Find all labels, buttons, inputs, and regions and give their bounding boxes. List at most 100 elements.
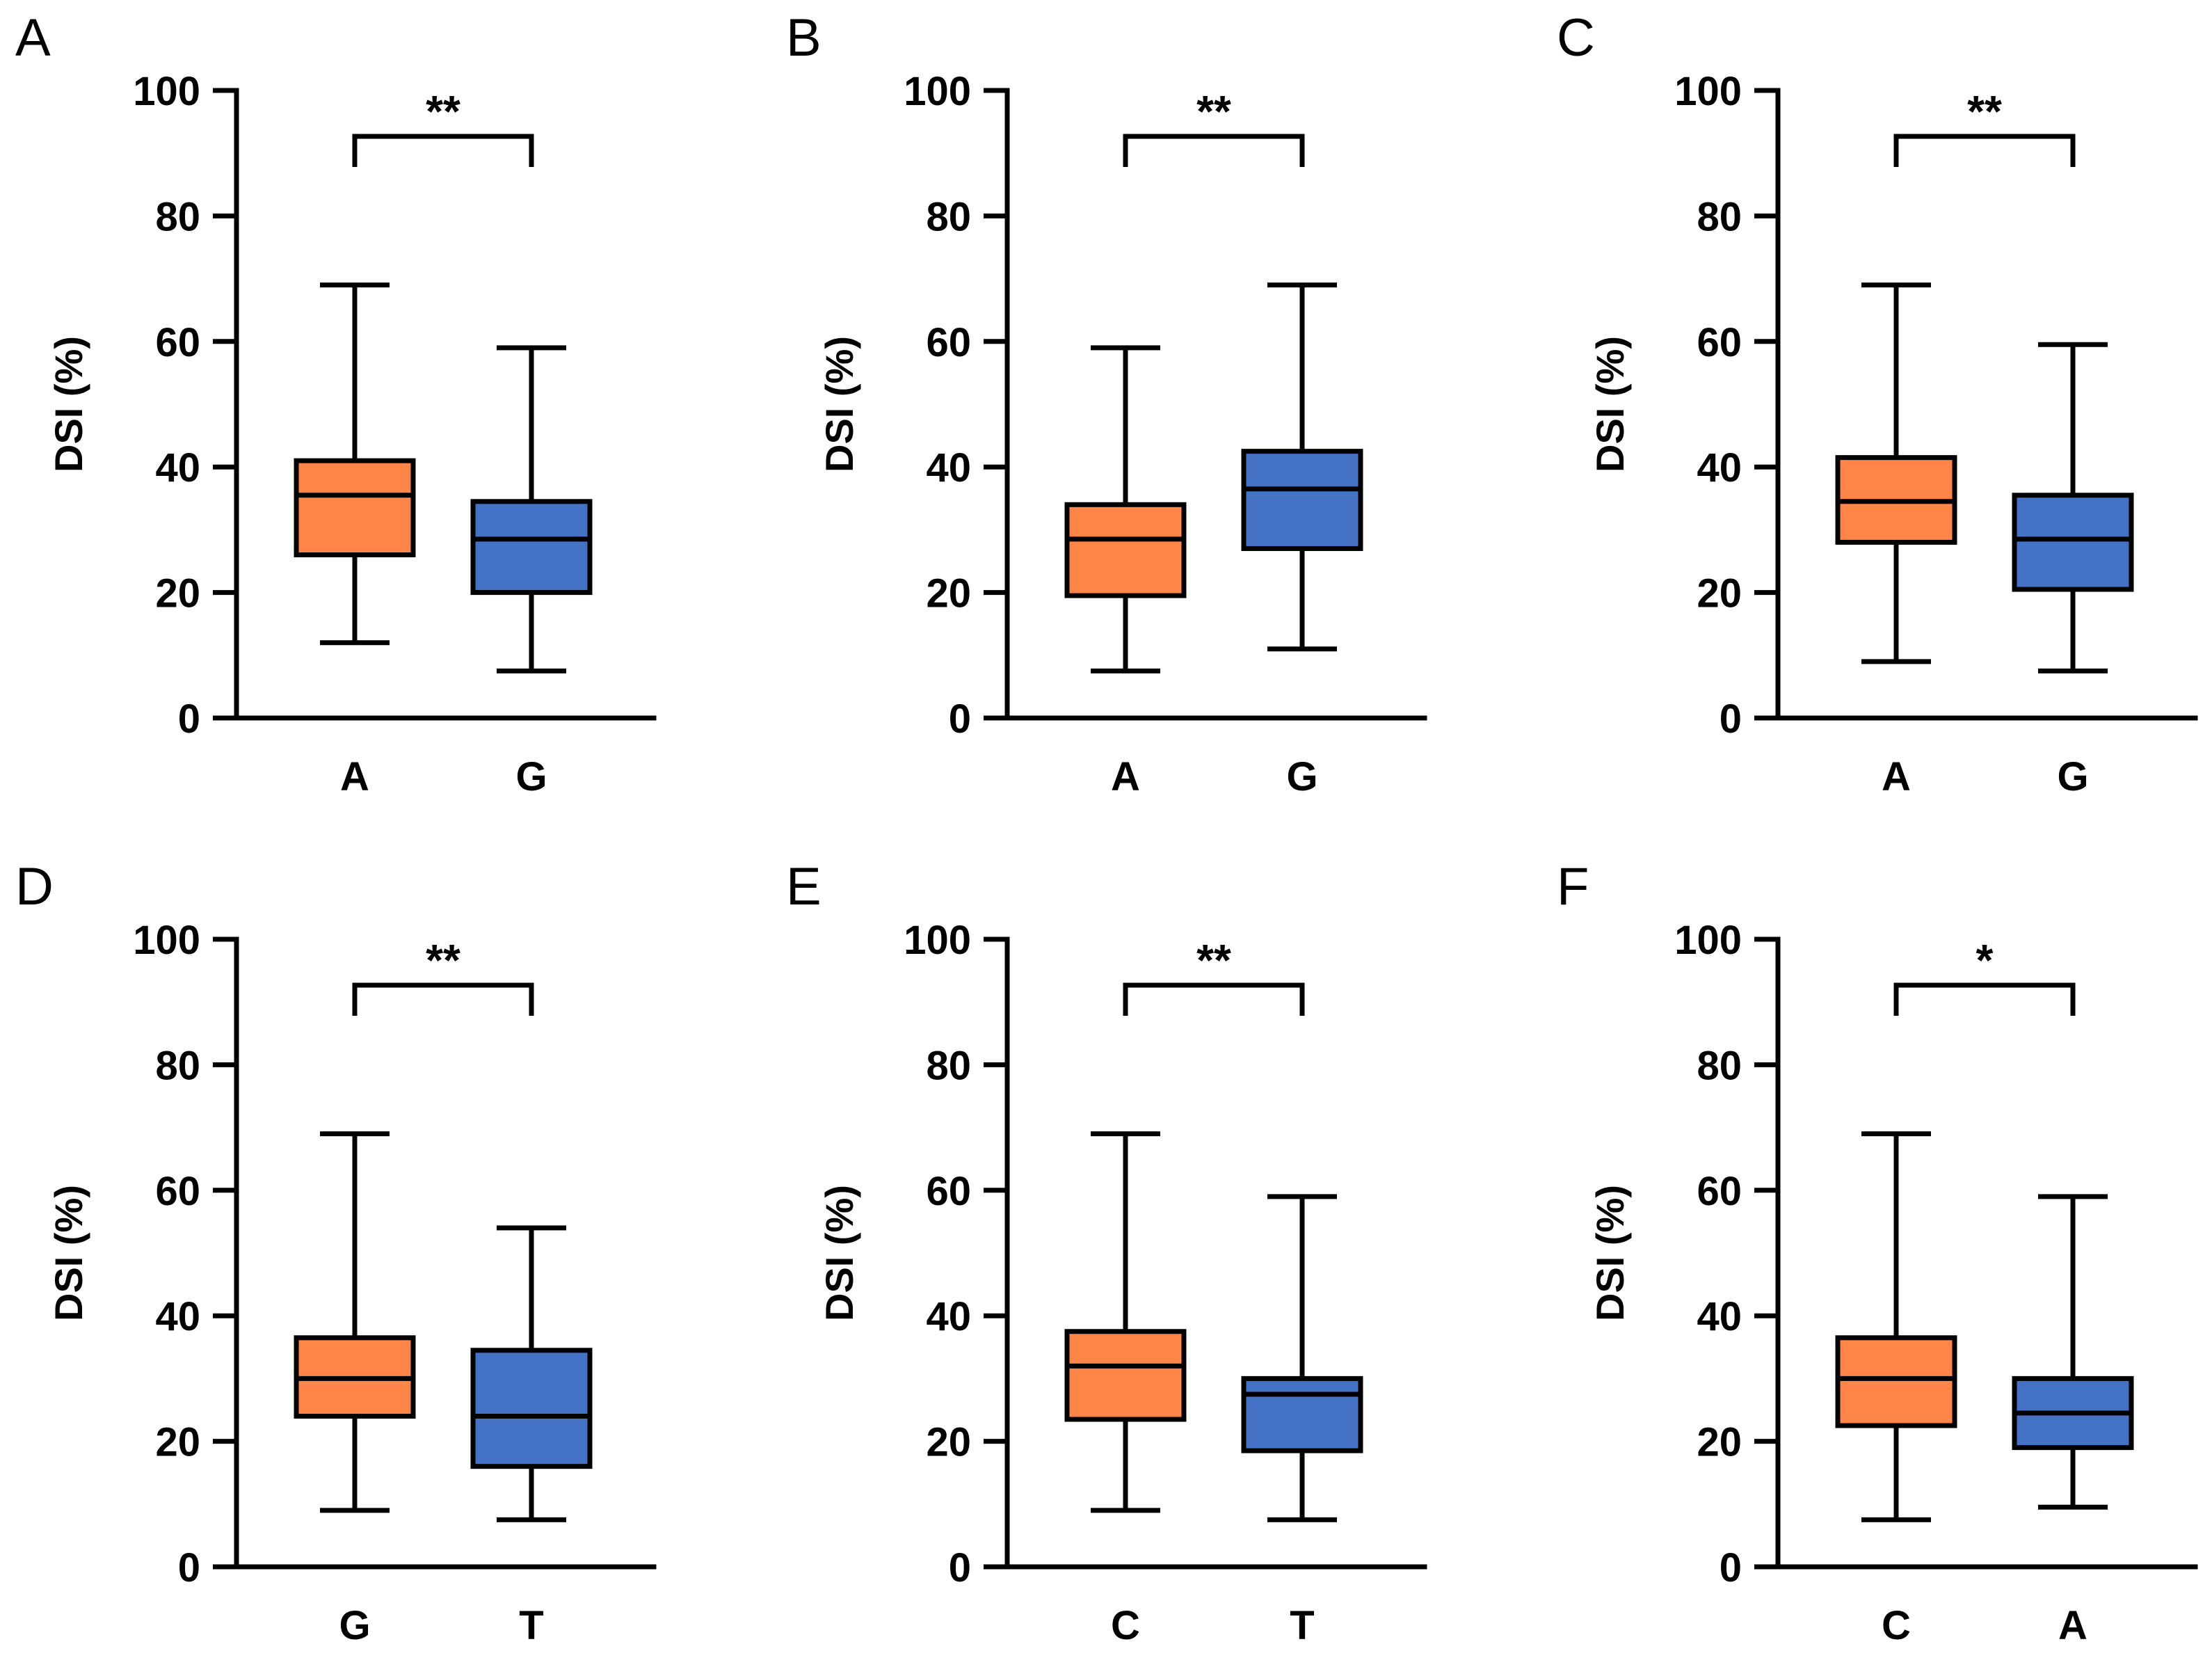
x-category-label: A	[340, 754, 369, 799]
y-axis-label: DSI (%)	[47, 1185, 90, 1321]
y-tick-label: 60	[1697, 1169, 1742, 1214]
y-tick-label: 40	[1697, 1294, 1742, 1339]
box-iqr	[470, 1348, 593, 1469]
y-tick-label: 40	[926, 1294, 971, 1339]
y-tick-label: 20	[155, 571, 200, 616]
panel-a: A DSI (%) 0 20 40 60 80 100 A G **	[15, 8, 657, 799]
y-tick-label: 80	[155, 194, 200, 239]
x-category-label: C	[1111, 1603, 1140, 1648]
box-a	[294, 282, 416, 646]
box-a	[2012, 1194, 2134, 1510]
panel-e: E DSI (%) 0 20 40 60 80 100 C T **	[786, 857, 1427, 1648]
y-tick-label: 80	[1697, 194, 1742, 239]
y-tick-label: 100	[1674, 69, 1742, 114]
y-tick-label: 0	[1720, 1545, 1742, 1590]
x-category-label: A	[1882, 754, 1911, 799]
y-axis-label: DSI (%)	[1588, 336, 1632, 472]
x-category-label: A	[1111, 754, 1140, 799]
significance-label: *	[1976, 935, 1994, 985]
y-axis-label: DSI (%)	[47, 336, 90, 472]
box-t	[470, 1225, 593, 1522]
panel-c: C DSI (%) 0 20 40 60 80 100 A G **	[1557, 8, 2198, 799]
significance-label: **	[1196, 935, 1231, 985]
x-category-label: G	[515, 754, 547, 799]
y-tick-label: 60	[1697, 320, 1742, 365]
y-tick-label: 100	[133, 918, 200, 963]
box-iqr	[1064, 1329, 1187, 1422]
y-tick-label: 60	[926, 1169, 971, 1214]
y-tick-label: 60	[155, 1169, 200, 1214]
box-g	[294, 1131, 416, 1513]
box-iqr	[1241, 449, 1363, 551]
y-tick-label: 40	[155, 445, 200, 490]
panel-letter-d: D	[15, 857, 54, 916]
box-iqr	[294, 458, 416, 557]
y-tick-label: 40	[1697, 445, 1742, 490]
panel-d: D DSI (%) 0 20 40 60 80 100 G T **	[15, 857, 657, 1648]
y-tick-label: 0	[949, 1545, 971, 1590]
box-c	[1064, 1131, 1187, 1513]
y-tick-label: 100	[904, 918, 971, 963]
significance-bracket	[1123, 982, 1305, 1016]
x-category-label: T	[519, 1603, 543, 1648]
significance-label: **	[1967, 86, 2002, 136]
significance-bracket	[1893, 982, 2076, 1016]
box-g	[1241, 282, 1363, 652]
box-t	[1241, 1194, 1363, 1522]
y-tick-label: 100	[1674, 918, 1742, 963]
y-tick-label: 80	[155, 1043, 200, 1088]
significance-label: **	[1196, 86, 1231, 136]
panel-letter-e: E	[786, 857, 822, 916]
y-tick-label: 20	[155, 1420, 200, 1465]
x-category-label: A	[2058, 1603, 2087, 1648]
x-category-label: T	[1290, 1603, 1314, 1648]
box-iqr	[1835, 1335, 1957, 1428]
y-tick-label: 20	[1697, 571, 1742, 616]
y-tick-label: 60	[926, 320, 971, 365]
x-category-label: G	[1286, 754, 1317, 799]
y-tick-label: 0	[178, 1545, 200, 1590]
box-iqr	[470, 499, 593, 596]
y-axis-label: DSI (%)	[817, 1185, 861, 1321]
panel-b: B DSI (%) 0 20 40 60 80 100 A G **	[786, 8, 1427, 799]
y-tick-label: 80	[926, 1043, 971, 1088]
box-a	[1064, 345, 1187, 673]
y-tick-label: 80	[1697, 1043, 1742, 1088]
y-tick-label: 0	[178, 696, 200, 742]
y-tick-label: 20	[926, 1420, 971, 1465]
x-category-label: G	[339, 1603, 370, 1648]
y-tick-label: 0	[949, 696, 971, 742]
y-tick-label: 0	[1720, 696, 1742, 742]
significance-bracket	[1893, 134, 2076, 167]
x-category-label: C	[1882, 1603, 1911, 1648]
panel-letter-b: B	[786, 8, 822, 67]
y-axis-label: DSI (%)	[817, 336, 861, 472]
y-tick-label: 20	[926, 571, 971, 616]
panel-letter-f: F	[1557, 857, 1589, 916]
y-tick-label: 40	[926, 445, 971, 490]
y-tick-label: 40	[155, 1294, 200, 1339]
box-iqr	[1064, 502, 1187, 598]
box-iqr	[2012, 493, 2134, 592]
significance-label: **	[426, 86, 460, 136]
significance-bracket	[352, 982, 534, 1016]
y-tick-label: 100	[904, 69, 971, 114]
y-tick-label: 60	[155, 320, 200, 365]
panel-letter-a: A	[15, 8, 51, 67]
box-g	[2012, 342, 2134, 673]
y-tick-label: 100	[133, 69, 200, 114]
y-tick-label: 20	[1697, 1420, 1742, 1465]
significance-bracket	[1123, 134, 1305, 167]
box-a	[1835, 282, 1957, 664]
box-g	[470, 345, 593, 673]
y-tick-label: 80	[926, 194, 971, 239]
y-axis-label: DSI (%)	[1588, 1185, 1632, 1321]
box-iqr	[1241, 1375, 1363, 1453]
significance-bracket	[352, 134, 534, 167]
significance-label: **	[426, 935, 460, 985]
box-c	[1835, 1131, 1957, 1522]
x-category-label: G	[2057, 754, 2088, 799]
panel-letter-c: C	[1557, 8, 1595, 67]
panel-f: F DSI (%) 0 20 40 60 80 100 C A *	[1557, 857, 2198, 1648]
